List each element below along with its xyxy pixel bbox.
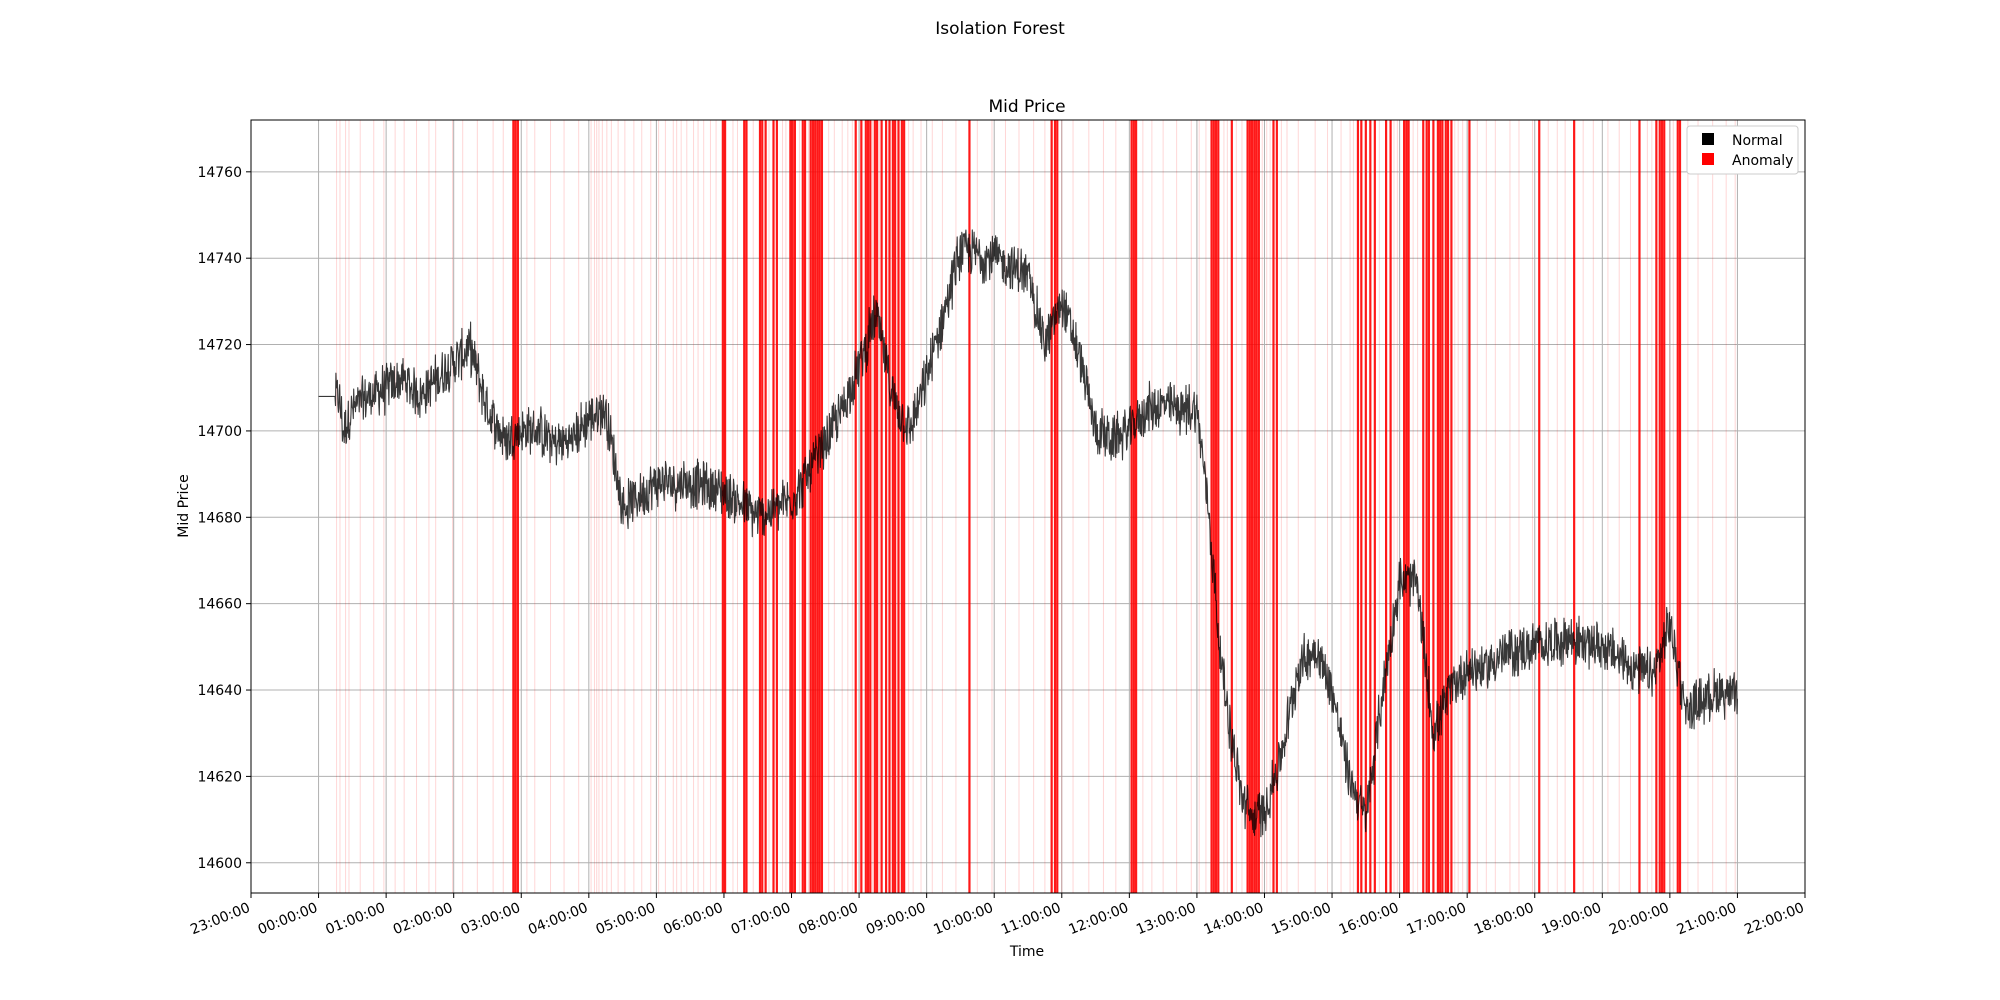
legend-swatch-normal — [1702, 133, 1714, 145]
series-line-normal — [318, 229, 1738, 838]
x-tick-label: 21:00:00 — [1675, 900, 1739, 938]
y-axis-ticks: 14600 14620 14640 14660 14680 14700 14720 14740… — [197, 165, 251, 872]
legend-swatch-anomaly — [1702, 153, 1714, 165]
x-tick-label: 17:00:00 — [1404, 900, 1468, 938]
anomaly-light-layer — [336, 120, 1736, 893]
plot-frame — [250, 119, 1806, 894]
x-axis-label: Time — [1009, 944, 1044, 960]
x-tick-label: 09:00:00 — [864, 900, 928, 938]
x-tick-label: 07:00:00 — [729, 900, 793, 938]
legend: Normal Anomaly — [1686, 125, 1799, 175]
x-tick-label: 18:00:00 — [1472, 900, 1536, 938]
x-tick-label: 22:00:00 — [1742, 900, 1806, 938]
x-tick-label: 10:00:00 — [931, 900, 995, 938]
legend-label-normal: Normal — [1732, 133, 1783, 149]
legend-box — [1686, 125, 1799, 175]
x-tick-label: 20:00:00 — [1607, 900, 1671, 938]
x-tick-label: 01:00:00 — [323, 900, 387, 938]
x-tick-label: 05:00:00 — [594, 900, 658, 938]
series-layer — [318, 229, 1738, 838]
anomaly-heavy-layer — [512, 120, 1682, 893]
y-tick-label: 14760 — [197, 165, 242, 181]
y-tick-label: 14680 — [197, 510, 242, 526]
x-tick-label: 08:00:00 — [796, 900, 860, 938]
x-tick-label: 12:00:00 — [1067, 900, 1131, 938]
y-tick-label: 14740 — [197, 251, 242, 267]
x-tick-label: 14:00:00 — [1202, 900, 1266, 938]
x-tick-label: 16:00:00 — [1337, 900, 1401, 938]
y-tick-label: 14620 — [197, 769, 242, 785]
x-tick-label: 06:00:00 — [661, 900, 725, 938]
legend-label-anomaly: Anomaly — [1732, 153, 1793, 169]
y-tick-label: 14700 — [197, 424, 242, 440]
figure-suptitle: Isolation Forest — [935, 19, 1065, 39]
x-axis-ticks: 23:00:00 00:00:00 01:00:00 02:00:00 03:00:00… — [188, 893, 1806, 938]
y-tick-label: 14600 — [197, 856, 242, 872]
x-tick-label: 15:00:00 — [1269, 900, 1333, 938]
y-tick-label: 14640 — [197, 683, 242, 699]
y-tick-label: 14720 — [197, 338, 242, 354]
y-tick-label: 14660 — [197, 597, 242, 613]
x-tick-label: 03:00:00 — [458, 900, 522, 938]
x-tick-label: 02:00:00 — [391, 900, 455, 938]
x-tick-label: 11:00:00 — [999, 900, 1063, 938]
x-tick-label: 13:00:00 — [1134, 900, 1198, 938]
chart-title: Mid Price — [988, 97, 1065, 117]
grid-layer — [250, 120, 1806, 893]
y-axis-label: Mid Price — [176, 474, 192, 537]
x-tick-label: 04:00:00 — [526, 900, 590, 938]
x-tick-label: 00:00:00 — [256, 900, 320, 938]
x-tick-label: 19:00:00 — [1539, 900, 1603, 938]
x-tick-label: 23:00:00 — [188, 900, 252, 938]
